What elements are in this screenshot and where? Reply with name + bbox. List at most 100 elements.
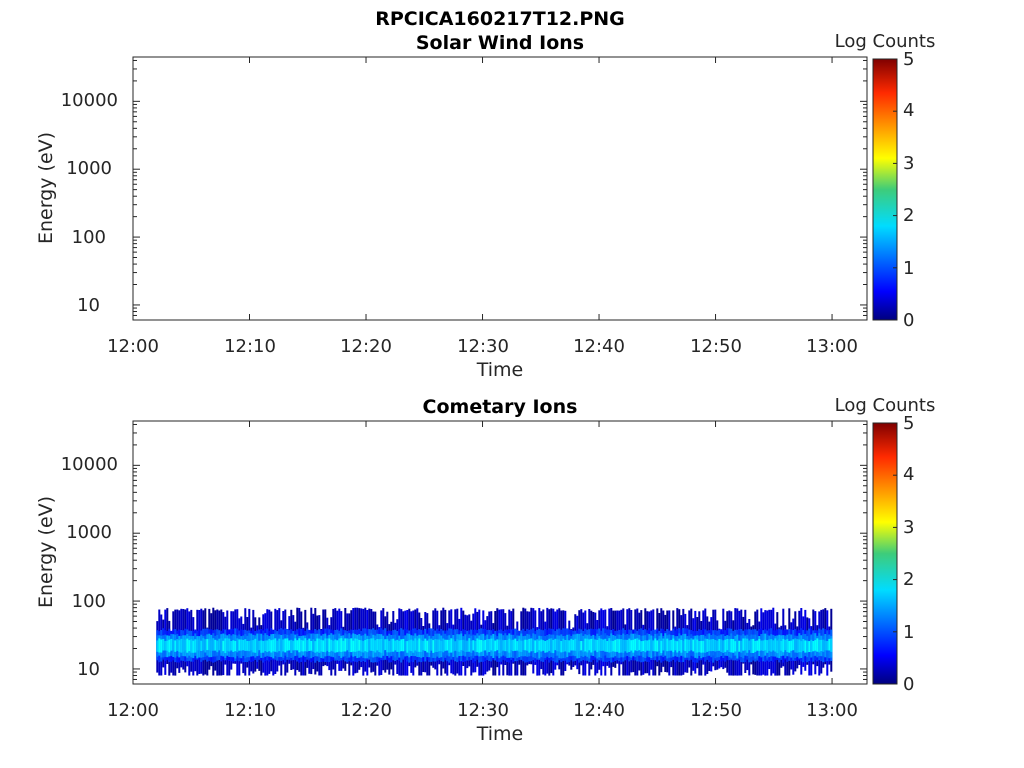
spectrogram-cell bbox=[594, 639, 597, 651]
spectrogram-cell bbox=[478, 639, 481, 653]
spectrogram-cell bbox=[186, 638, 189, 653]
spectrogram-cell bbox=[620, 639, 623, 653]
spectrogram-cell bbox=[226, 638, 229, 651]
spectrogram-cell bbox=[710, 639, 713, 652]
spectrogram-cell bbox=[554, 638, 557, 651]
spectrogram-cell bbox=[824, 640, 827, 651]
spectrogram-cell bbox=[362, 640, 365, 653]
spectrogram-cell bbox=[604, 638, 607, 652]
spectrogram-cell bbox=[480, 640, 483, 652]
y-tick-label: 100 bbox=[72, 591, 106, 612]
spectrogram-cell bbox=[814, 640, 817, 651]
spectrogram-cell bbox=[764, 639, 767, 651]
spectrogram-cell bbox=[196, 639, 199, 651]
spectrogram-cell bbox=[454, 641, 457, 651]
spectrogram-cell bbox=[558, 639, 561, 652]
spectrogram-cell bbox=[518, 639, 521, 652]
spectrogram-cell bbox=[432, 640, 435, 653]
spectrogram-cell bbox=[482, 640, 485, 651]
spectrogram-cell bbox=[190, 639, 193, 653]
colorbar-ticks: 0 1 2 3 4 5 bbox=[893, 413, 914, 695]
spectrogram-cell bbox=[244, 639, 247, 651]
spectrogram-cell bbox=[364, 640, 367, 652]
spectrogram-cell bbox=[250, 640, 253, 651]
spectrogram-cell bbox=[738, 640, 741, 652]
spectrogram-cell bbox=[460, 640, 463, 651]
spectrogram-cell bbox=[232, 640, 235, 652]
spectrogram-cell bbox=[826, 641, 829, 651]
spectrogram-cell bbox=[442, 638, 445, 653]
spectrogram-cell bbox=[220, 638, 223, 653]
spectrogram-cell bbox=[656, 640, 659, 652]
spectrogram-cell bbox=[714, 640, 717, 652]
spectrogram-cell bbox=[302, 640, 305, 652]
spectrogram-cell bbox=[560, 641, 563, 653]
spectrogram-cell bbox=[230, 641, 233, 651]
plot-frame bbox=[132, 420, 868, 685]
spectrogram-cell bbox=[332, 640, 335, 652]
spectrogram-cell bbox=[234, 641, 237, 652]
spectrogram-cell bbox=[450, 638, 453, 653]
spectrogram-cell bbox=[500, 639, 503, 652]
spectrogram-cell bbox=[338, 638, 341, 652]
spectrogram-cell bbox=[618, 639, 621, 653]
spectrogram-cell bbox=[768, 639, 771, 651]
colorbar-tick-label: 4 bbox=[903, 100, 914, 121]
spectrogram-cell bbox=[720, 639, 723, 652]
spectrogram-cell bbox=[516, 641, 519, 651]
spectrogram-cell bbox=[634, 638, 637, 651]
spectrogram-cell bbox=[386, 639, 389, 653]
spectrogram-cell bbox=[724, 639, 727, 652]
spectrogram-cell bbox=[610, 640, 613, 652]
spectrogram-cell bbox=[180, 638, 183, 653]
spectrogram-cell bbox=[424, 638, 427, 651]
spectrogram-cell bbox=[652, 640, 655, 652]
spectrogram-cell bbox=[672, 638, 675, 653]
spectrogram-cell bbox=[570, 638, 573, 651]
spectrogram-cell bbox=[666, 638, 669, 652]
spectrogram-cell bbox=[254, 638, 257, 653]
spectrogram-cell bbox=[178, 640, 181, 652]
spectrogram-cell bbox=[792, 639, 795, 651]
spectrogram-cell bbox=[696, 639, 699, 653]
spectrogram-cell bbox=[528, 638, 531, 653]
spectrogram-cell bbox=[334, 639, 337, 653]
spectrogram-cell bbox=[538, 640, 541, 651]
spectrogram-cell bbox=[578, 641, 581, 651]
spectrogram-cell bbox=[686, 639, 689, 653]
colorbar-tick-label: 3 bbox=[903, 517, 914, 538]
spectrogram-cell bbox=[510, 640, 513, 651]
x-tick-label: 12:00 bbox=[107, 336, 159, 357]
spectrogram-cell bbox=[434, 639, 437, 652]
panel-title: Solar Wind Ions bbox=[416, 32, 584, 54]
spectrogram-cell bbox=[380, 639, 383, 653]
spectrogram-cell bbox=[600, 638, 603, 651]
spectrogram-cell bbox=[588, 639, 591, 651]
colorbar-tick-label: 2 bbox=[903, 569, 914, 590]
spectrogram-cell bbox=[496, 639, 499, 651]
spectrogram-cell bbox=[396, 639, 399, 652]
y-axis-label: Energy (eV) bbox=[35, 132, 57, 244]
y-tick-label: 1000 bbox=[66, 522, 112, 543]
spectrogram-cell bbox=[298, 638, 301, 653]
spectrogram-cell bbox=[294, 638, 297, 651]
spectrogram-cell bbox=[530, 638, 533, 652]
spectrogram-cell bbox=[806, 640, 809, 653]
spectrogram-cell bbox=[726, 639, 729, 651]
spectrogram-cell bbox=[564, 640, 567, 652]
spectrogram-cell bbox=[194, 639, 197, 653]
spectrogram-cell bbox=[266, 640, 269, 653]
spectrogram-cell bbox=[240, 639, 243, 651]
spectrogram-cell bbox=[688, 639, 691, 652]
spectrogram-cell bbox=[522, 640, 525, 651]
y-axis: 10 100 1000 10000 bbox=[61, 59, 867, 321]
x-axis: 12:00 12:10 12:20 12:30 12:40 12:50 13:0… bbox=[107, 421, 858, 721]
x-tick-label: 13:00 bbox=[806, 700, 858, 721]
spectrogram-cell bbox=[772, 640, 775, 651]
spectrogram-cell bbox=[440, 640, 443, 651]
spectrogram-cell bbox=[822, 639, 825, 652]
spectrogram-cell bbox=[200, 640, 203, 651]
spectrogram-cell bbox=[326, 638, 329, 651]
spectrogram-cell bbox=[372, 638, 375, 652]
spectrogram-cell bbox=[674, 640, 677, 651]
